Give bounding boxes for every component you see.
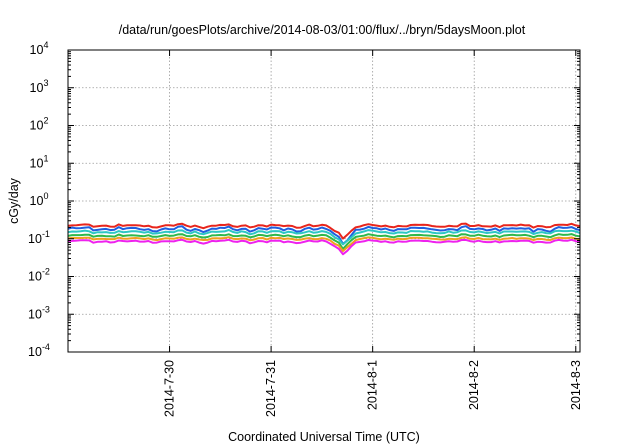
y-axis-label: cGy/day xyxy=(7,177,21,224)
series-line-4 xyxy=(67,233,581,250)
y-tick-label: 10-3 xyxy=(28,304,50,321)
x-axis-label: Coordinated Universal Time (UTC) xyxy=(228,430,420,444)
series-line-6 xyxy=(68,238,581,256)
grid xyxy=(68,50,580,352)
x-tick-label: 2014-8-3 xyxy=(569,360,583,410)
series-line-5 xyxy=(67,236,581,252)
y-tick-label: 10-2 xyxy=(28,267,50,284)
series-line-2 xyxy=(67,225,581,245)
series-line-3 xyxy=(67,229,581,246)
x-axis: 2014-7-30 2014-7-31 2014-8-1 2014-8-2 2014-8… xyxy=(163,50,583,417)
y-tick-label: 100 xyxy=(30,191,49,208)
x-tick-label: 2014-8-2 xyxy=(467,360,481,410)
y-tick-label: 103 xyxy=(30,78,49,95)
y-tick-label: 101 xyxy=(30,153,49,170)
x-tick-label: 2014-7-30 xyxy=(163,360,177,417)
y-tick-label: 10-1 xyxy=(28,229,50,246)
series-group xyxy=(67,222,581,256)
series-line-1 xyxy=(67,222,581,240)
x-tick-label: 2014-8-1 xyxy=(366,360,380,410)
y-tick-label: 104 xyxy=(30,40,49,57)
chart-title: /data/run/goesPlots/archive/2014-08-03/0… xyxy=(119,23,526,37)
y-axis: 10-4 10-3 10-2 10-1 100 101 102 103 104 xyxy=(28,40,580,359)
x-tick-label: 2014-7-31 xyxy=(264,360,278,417)
y-tick-label: 10-4 xyxy=(28,342,50,359)
y-tick-label: 102 xyxy=(30,116,49,133)
